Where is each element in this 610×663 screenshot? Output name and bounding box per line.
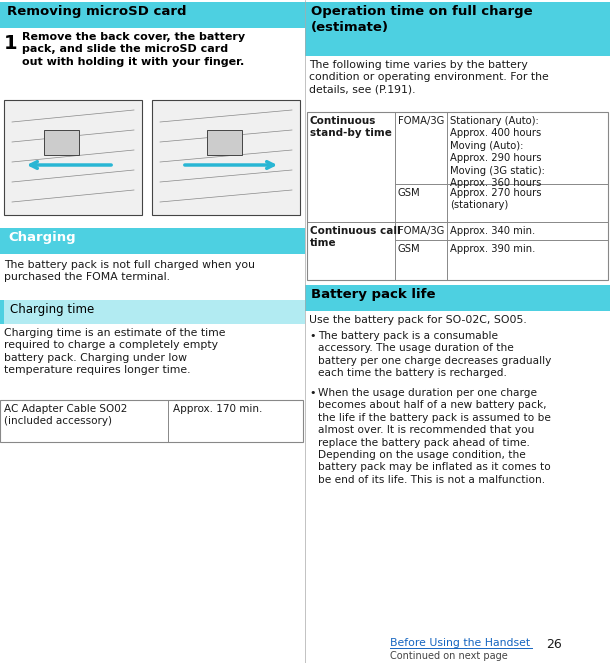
Bar: [305, 2, 610, 56]
Bar: [307, 112, 608, 280]
Text: Use the battery pack for SO-02C, SO05.: Use the battery pack for SO-02C, SO05.: [309, 315, 527, 325]
Text: FOMA/3G: FOMA/3G: [398, 226, 444, 236]
Bar: [0, 300, 305, 324]
Text: Continued on next page: Continued on next page: [390, 651, 508, 661]
Text: The battery pack is a consumable
accessory. The usage duration of the
battery pe: The battery pack is a consumable accesso…: [318, 331, 551, 378]
Text: Operation time on full charge
(estimate): Operation time on full charge (estimate): [311, 5, 533, 34]
Text: The battery pack is not full charged when you
purchased the FOMA terminal.: The battery pack is not full charged whe…: [4, 260, 255, 282]
Text: •: •: [309, 331, 315, 341]
Text: When the usage duration per one charge
becomes about half of a new battery pack,: When the usage duration per one charge b…: [318, 388, 551, 485]
Text: Continuous
stand-by time: Continuous stand-by time: [310, 116, 392, 139]
Text: AC Adapter Cable SO02
(included accessory): AC Adapter Cable SO02 (included accessor…: [4, 404, 127, 426]
Text: Charging time: Charging time: [10, 303, 95, 316]
Bar: [0, 400, 303, 442]
Text: 26: 26: [546, 638, 562, 651]
Text: Approx. 390 min.: Approx. 390 min.: [450, 244, 536, 254]
Text: GSM: GSM: [398, 188, 421, 198]
Bar: [207, 130, 242, 155]
Bar: [305, 285, 610, 311]
Text: Charging: Charging: [8, 231, 76, 244]
Text: Battery pack life: Battery pack life: [311, 288, 436, 301]
Text: The following time varies by the battery
condition or operating environment. For: The following time varies by the battery…: [309, 60, 549, 95]
Bar: [0, 2, 305, 28]
Text: Approx. 170 min.: Approx. 170 min.: [173, 404, 262, 414]
Text: •: •: [309, 388, 315, 398]
Bar: [152, 100, 300, 215]
Text: FOMA/3G: FOMA/3G: [398, 116, 444, 126]
Text: GSM: GSM: [398, 244, 421, 254]
Bar: [0, 300, 4, 324]
Text: Approx. 340 min.: Approx. 340 min.: [450, 226, 535, 236]
Bar: [44, 130, 79, 155]
Bar: [0, 228, 305, 254]
Text: Charging time is an estimate of the time
required to charge a completely empty
b: Charging time is an estimate of the time…: [4, 328, 226, 375]
Text: Before Using the Handset: Before Using the Handset: [390, 638, 530, 648]
Text: Removing microSD card: Removing microSD card: [7, 5, 187, 18]
Bar: [4, 100, 142, 215]
Text: Continuous call
time: Continuous call time: [310, 226, 401, 249]
Text: Approx. 270 hours
(stationary): Approx. 270 hours (stationary): [450, 188, 542, 210]
Text: 1: 1: [4, 34, 18, 53]
Text: Stationary (Auto):
Approx. 400 hours
Moving (Auto):
Approx. 290 hours
Moving (3G: Stationary (Auto): Approx. 400 hours Mov…: [450, 116, 545, 188]
Text: Remove the back cover, the battery
pack, and slide the microSD card
out with hol: Remove the back cover, the battery pack,…: [22, 32, 245, 67]
